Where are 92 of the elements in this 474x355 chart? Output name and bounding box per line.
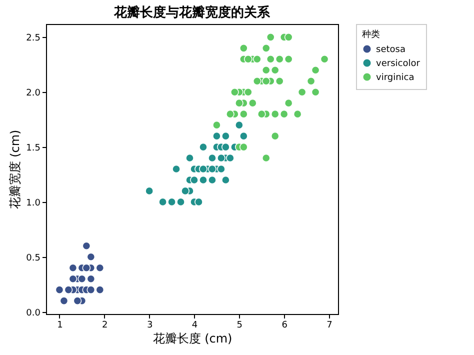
point — [172, 164, 180, 174]
point — [216, 154, 226, 162]
y-axis-title: 花瓣宽度 (cm) — [8, 130, 22, 210]
point — [270, 110, 280, 118]
point — [181, 186, 190, 196]
point — [86, 252, 96, 262]
x-tick-label: 5 — [236, 320, 243, 330]
legend-label: versicolor — [376, 59, 420, 69]
chart-title: 花瓣长度与花瓣宽度的关系 — [113, 4, 271, 20]
point — [252, 76, 262, 86]
point — [234, 120, 244, 130]
point — [190, 176, 198, 184]
point — [284, 32, 293, 42]
x-tick-label: 3 — [146, 320, 153, 330]
point — [284, 98, 293, 108]
point — [239, 132, 248, 140]
legend-label: setosa — [376, 45, 406, 55]
legend-label: virginica — [376, 73, 414, 83]
point — [262, 76, 270, 86]
point — [230, 88, 239, 96]
point — [60, 296, 68, 306]
point — [311, 66, 320, 74]
point — [226, 154, 234, 162]
x-tick-label: 2 — [102, 320, 108, 330]
point — [270, 66, 280, 74]
point — [216, 164, 226, 174]
point — [262, 66, 270, 74]
x-tick-label: 1 — [57, 320, 63, 330]
point — [86, 274, 96, 284]
point — [176, 198, 185, 206]
point — [239, 142, 248, 152]
point — [266, 54, 275, 64]
point — [194, 198, 203, 206]
point — [199, 176, 208, 184]
point — [262, 154, 270, 162]
point — [78, 274, 86, 284]
point — [244, 54, 252, 64]
point — [212, 120, 221, 130]
point — [145, 186, 154, 196]
point — [298, 88, 306, 96]
point — [168, 198, 176, 206]
point — [262, 44, 270, 52]
point — [212, 132, 221, 140]
point — [244, 88, 252, 96]
point — [199, 142, 208, 152]
point — [239, 110, 248, 118]
y-tick-label: 1.0 — [26, 198, 41, 208]
y-tick-label: 2.0 — [26, 88, 41, 99]
legend-title: 种类 — [362, 29, 380, 40]
point — [234, 98, 244, 108]
point — [226, 110, 234, 118]
point — [208, 164, 216, 174]
point — [208, 176, 216, 184]
point — [86, 286, 96, 294]
x-tick-label: 4 — [192, 320, 198, 330]
point — [208, 154, 216, 162]
point — [55, 286, 64, 294]
point — [257, 110, 266, 118]
point — [252, 54, 262, 64]
point — [280, 110, 288, 118]
point — [68, 274, 78, 284]
y-tick-label: 0.0 — [26, 308, 41, 318]
point — [320, 54, 329, 64]
point — [266, 32, 275, 42]
point — [239, 44, 248, 52]
x-axis-title: 花瓣长度 (cm) — [152, 332, 232, 346]
point — [270, 132, 280, 140]
x-tick-label: 7 — [326, 320, 332, 330]
point — [68, 264, 78, 272]
point — [186, 154, 194, 162]
point — [275, 76, 284, 86]
y-tick-label: 1.5 — [26, 144, 40, 154]
y-tick-label: 0.5 — [26, 253, 40, 264]
x-tick-label: 6 — [282, 320, 288, 330]
point — [96, 264, 104, 272]
point — [293, 110, 302, 118]
point — [221, 176, 230, 184]
point — [158, 198, 168, 206]
point — [199, 164, 208, 174]
point — [82, 264, 91, 272]
point — [248, 98, 257, 108]
point — [306, 76, 316, 86]
point — [221, 132, 230, 140]
y-tick-label: 2.5 — [26, 34, 40, 44]
point — [284, 54, 293, 64]
point — [275, 54, 284, 64]
point — [221, 142, 230, 152]
point — [96, 286, 104, 294]
point — [64, 286, 73, 294]
point — [82, 242, 91, 250]
point — [73, 296, 82, 306]
point — [311, 88, 320, 96]
